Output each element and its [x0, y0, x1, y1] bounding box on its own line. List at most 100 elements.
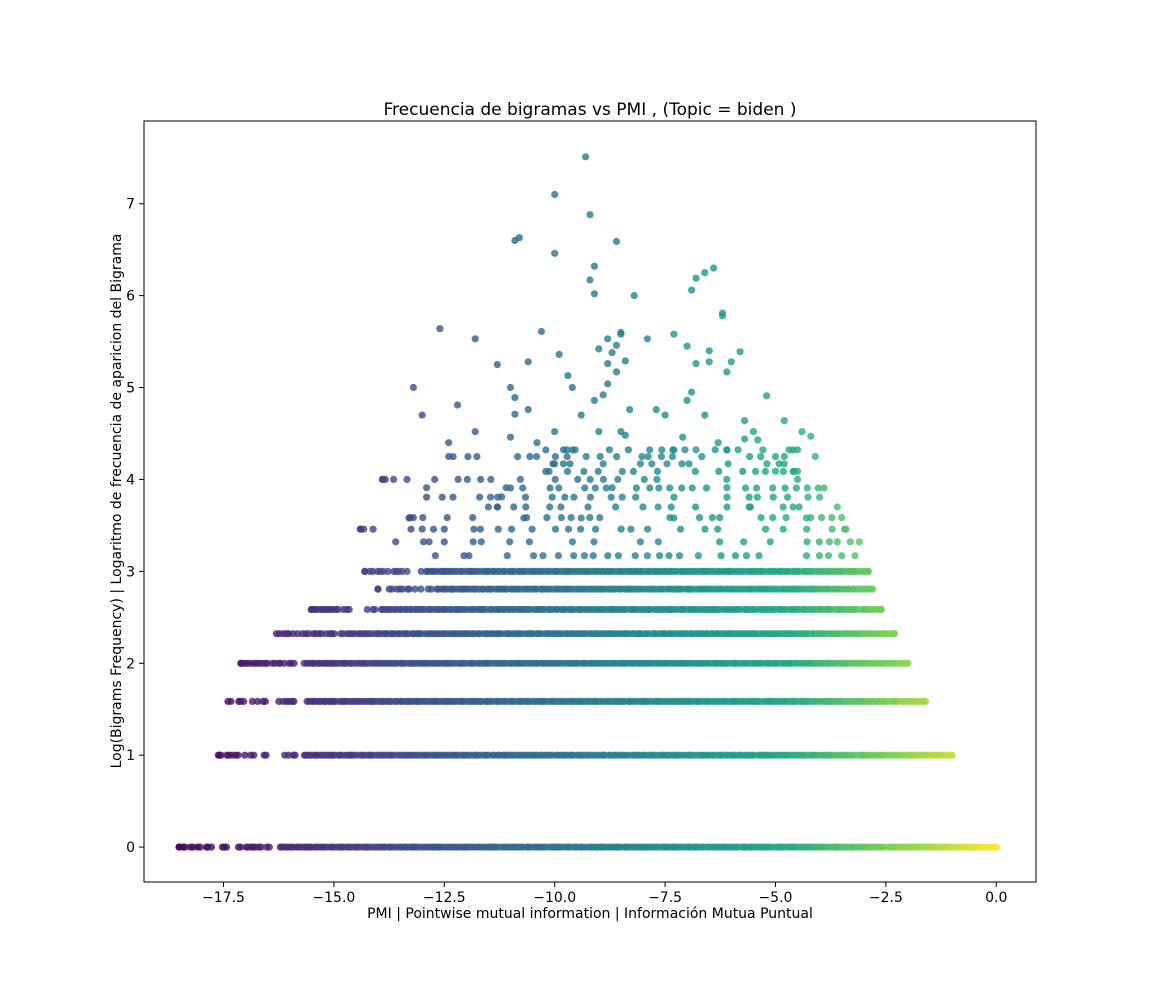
data-point [779, 503, 787, 511]
data-point [384, 567, 392, 576]
data-point [369, 567, 377, 576]
data-point [559, 460, 568, 468]
data-point [592, 525, 600, 533]
data-point [608, 349, 616, 357]
data-point [465, 552, 473, 560]
data-point [405, 585, 413, 593]
data-point [655, 484, 663, 492]
data-point [570, 552, 578, 560]
data-point [471, 428, 479, 436]
data-point [263, 659, 271, 667]
data-point [781, 484, 789, 492]
data-point [419, 514, 427, 522]
data-point [464, 453, 472, 461]
data-point [590, 290, 599, 298]
data-point [551, 460, 559, 468]
data-point [701, 525, 709, 533]
data-point [224, 697, 232, 706]
data-point [814, 484, 822, 492]
data-point [692, 446, 700, 454]
data-point [473, 453, 481, 461]
data-point [514, 453, 522, 461]
data-point [463, 475, 471, 483]
data-point [746, 453, 754, 461]
data-point [692, 360, 700, 368]
data-point [607, 493, 615, 501]
data-point [769, 514, 777, 522]
data-point [771, 453, 780, 461]
data-point [602, 484, 610, 492]
data-point [399, 585, 407, 593]
data-point [418, 525, 426, 533]
data-point [590, 262, 599, 270]
data-point [533, 453, 541, 461]
data-point [502, 484, 510, 492]
x-tick-label: −2.5 [869, 890, 903, 906]
data-point [665, 552, 673, 560]
data-point [431, 552, 439, 560]
data-point [196, 843, 204, 851]
data-point [817, 514, 826, 522]
data-point [436, 325, 444, 333]
data-point [759, 446, 767, 454]
data-point [640, 475, 648, 483]
data-point [663, 460, 671, 468]
data-point [476, 525, 484, 533]
data-point [423, 484, 431, 492]
data-point [363, 605, 371, 614]
data-point [741, 435, 749, 443]
data-point [754, 436, 762, 444]
data-point [487, 475, 495, 483]
data-point [992, 843, 1000, 851]
data-point [566, 460, 574, 468]
data-point [618, 467, 626, 475]
data-point [564, 372, 572, 380]
data-point [670, 514, 678, 522]
data-point [639, 503, 647, 511]
data-point [469, 538, 477, 546]
data-point [599, 460, 607, 468]
data-point [793, 475, 802, 483]
y-tick-label: 5 [126, 381, 135, 397]
data-point [506, 383, 515, 392]
data-point [484, 503, 492, 511]
data-point [551, 190, 559, 199]
data-point [745, 503, 753, 511]
data-point [506, 433, 515, 441]
data-point [688, 484, 696, 492]
data-point [752, 467, 760, 475]
data-point [582, 153, 590, 161]
data-point [511, 410, 519, 418]
data-point [427, 585, 435, 593]
data-point [330, 630, 338, 638]
data-point [417, 567, 425, 576]
data-point [695, 514, 704, 522]
data-point [653, 475, 661, 483]
data-point [631, 552, 639, 560]
data-point [714, 525, 722, 533]
data-point [555, 484, 563, 492]
data-point [515, 234, 523, 242]
data-point [769, 484, 777, 492]
data-point [419, 538, 428, 546]
data-point [678, 484, 686, 492]
x-tick-label: −5.0 [758, 890, 792, 906]
y-tick-label: 3 [126, 564, 135, 580]
data-point [654, 538, 663, 546]
data-point [493, 361, 501, 369]
data-point [529, 552, 538, 560]
data-point [745, 493, 753, 501]
data-point [423, 493, 431, 501]
data-point [614, 552, 623, 560]
data-point [568, 383, 576, 392]
data-point [471, 335, 479, 343]
data-point [207, 843, 216, 851]
data-point [636, 538, 645, 546]
data-point [528, 525, 536, 533]
x-axis-label: PMI | Pointwise mutual information | Inf… [367, 906, 813, 922]
y-tick-label: 0 [126, 840, 135, 856]
data-point [643, 335, 652, 343]
data-point [586, 475, 594, 483]
data-point [493, 503, 501, 511]
data-point [546, 484, 554, 492]
